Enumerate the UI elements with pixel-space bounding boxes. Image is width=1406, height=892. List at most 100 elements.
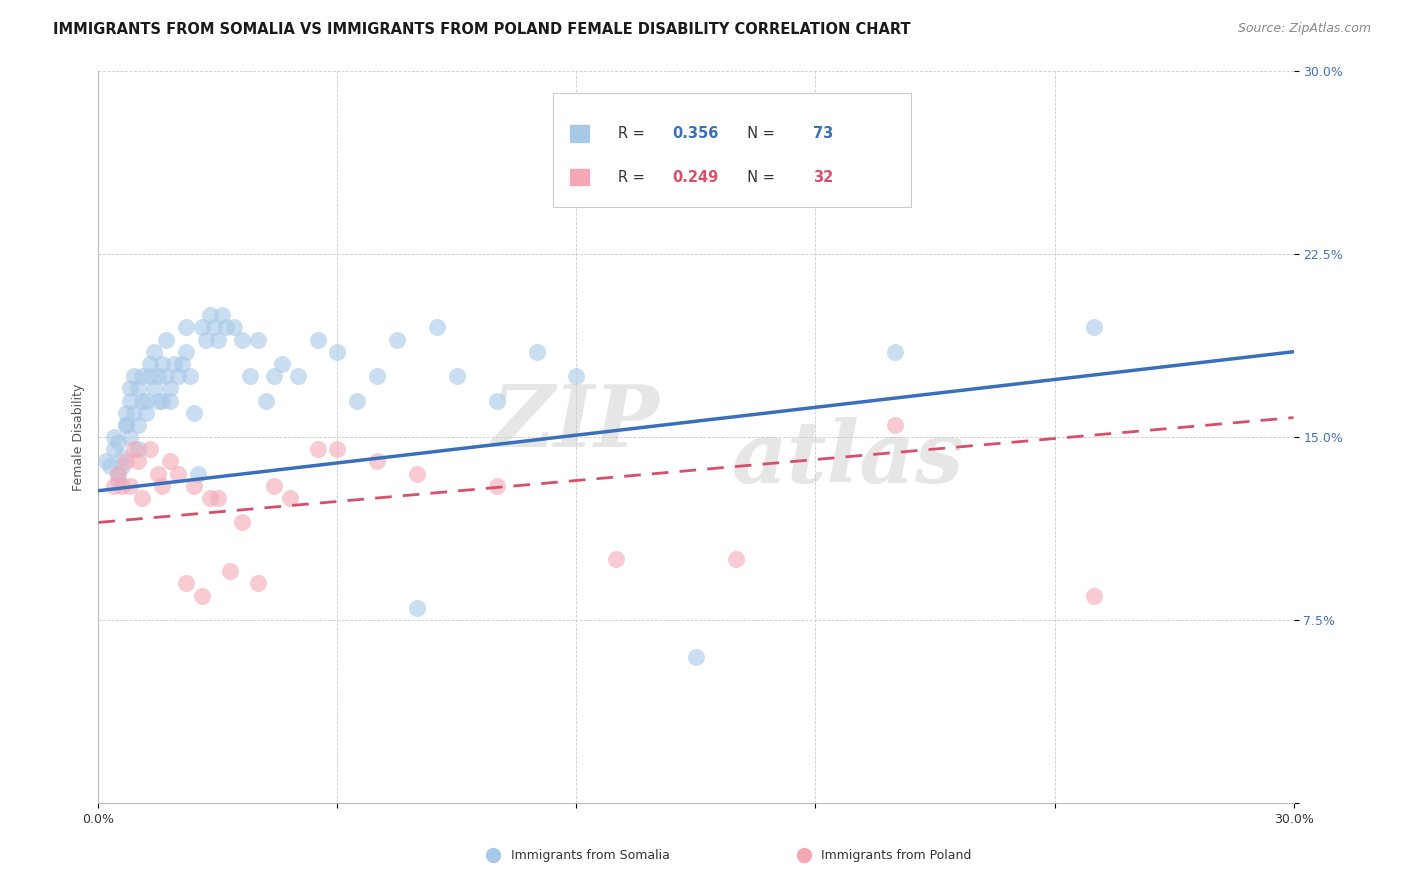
Point [127, 417, 149, 432]
Point [139, 369, 162, 384]
Point [446, 369, 468, 384]
Point [366, 454, 388, 468]
Point [191, 320, 214, 334]
Point [131, 393, 153, 408]
Point [326, 344, 349, 359]
Point [163, 357, 186, 371]
Point [111, 479, 134, 493]
Point [724, 552, 747, 566]
Point [167, 369, 190, 384]
Point [148, 369, 170, 384]
Point [120, 479, 142, 493]
Point [172, 357, 194, 371]
FancyBboxPatch shape [571, 169, 589, 186]
Point [139, 442, 162, 457]
Text: N =: N = [738, 127, 779, 141]
Point [263, 369, 285, 384]
Point [884, 417, 907, 432]
Point [120, 381, 142, 395]
Point [103, 479, 125, 493]
Text: IMMIGRANTS FROM SOMALIA VS IMMIGRANTS FROM POLAND FEMALE DISABILITY CORRELATION : IMMIGRANTS FROM SOMALIA VS IMMIGRANTS FR… [53, 22, 911, 37]
Point [346, 393, 368, 408]
Point [111, 450, 134, 464]
Point [135, 406, 157, 420]
Point [565, 369, 588, 384]
Point [287, 369, 309, 384]
Point [211, 308, 233, 322]
FancyBboxPatch shape [571, 126, 589, 142]
Point [326, 442, 349, 457]
Text: 0.249: 0.249 [672, 170, 718, 186]
Point [124, 442, 146, 457]
Point [115, 454, 138, 468]
Point [183, 479, 205, 493]
Point [1083, 320, 1105, 334]
Text: 73: 73 [813, 127, 834, 141]
Point [127, 454, 149, 468]
Point [174, 320, 197, 334]
Point [159, 381, 181, 395]
Point [131, 491, 153, 505]
Point [120, 430, 142, 444]
Point [215, 320, 238, 334]
Point [143, 344, 166, 359]
Point [124, 406, 146, 420]
Point [148, 393, 170, 408]
Y-axis label: Female Disability: Female Disability [72, 384, 84, 491]
Point [115, 417, 138, 432]
Point [685, 649, 707, 664]
Point [159, 393, 181, 408]
Point [231, 516, 253, 530]
Point [263, 479, 285, 493]
Point [139, 357, 162, 371]
Point [385, 333, 409, 347]
Point [246, 576, 269, 591]
Point [131, 369, 153, 384]
Text: Immigrants from Somalia: Immigrants from Somalia [510, 849, 669, 862]
Text: ZIP: ZIP [492, 381, 661, 464]
Point [115, 417, 138, 432]
Text: atlas: atlas [733, 417, 965, 500]
Point [103, 442, 125, 457]
Point [98, 459, 122, 474]
Point [187, 467, 209, 481]
Point [246, 333, 269, 347]
Point [120, 393, 142, 408]
Point [526, 344, 548, 359]
Point [426, 320, 449, 334]
FancyBboxPatch shape [553, 94, 911, 207]
Point [183, 406, 205, 420]
Point [150, 393, 173, 408]
Point [150, 357, 173, 371]
Point [148, 467, 170, 481]
Point [366, 369, 388, 384]
Point [231, 333, 253, 347]
Point [198, 491, 221, 505]
Point [239, 369, 262, 384]
Point [198, 308, 221, 322]
Point [107, 434, 129, 449]
Point [207, 491, 229, 505]
Point [278, 491, 301, 505]
Point [202, 320, 225, 334]
Point [143, 381, 166, 395]
Point [191, 589, 214, 603]
Point [254, 393, 277, 408]
Text: 32: 32 [813, 170, 834, 186]
Point [127, 442, 149, 457]
Point [406, 467, 429, 481]
Point [167, 467, 190, 481]
Text: N =: N = [738, 170, 779, 186]
Text: R =: R = [619, 127, 650, 141]
Point [107, 474, 129, 488]
Point [222, 320, 245, 334]
Point [307, 442, 329, 457]
Point [127, 381, 149, 395]
Text: Immigrants from Poland: Immigrants from Poland [821, 849, 972, 862]
Point [174, 344, 197, 359]
Point [195, 333, 218, 347]
Point [107, 467, 129, 481]
Point [207, 333, 229, 347]
Point [270, 357, 292, 371]
Point [1083, 589, 1105, 603]
